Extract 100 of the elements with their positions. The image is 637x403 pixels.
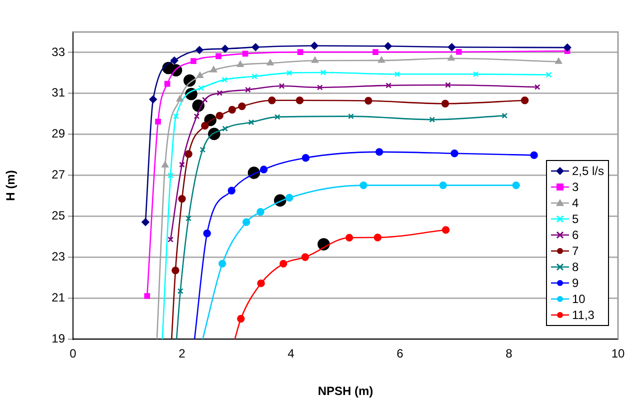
point	[252, 74, 258, 80]
point	[345, 234, 354, 242]
point	[520, 96, 529, 104]
point	[372, 49, 378, 55]
point	[236, 60, 244, 67]
point	[228, 106, 236, 114]
point	[257, 279, 265, 288]
point	[216, 53, 222, 60]
y-tick-label: 25	[52, 208, 66, 223]
legend-label: 8	[572, 260, 579, 274]
point	[555, 58, 562, 64]
point	[142, 218, 150, 226]
point	[252, 43, 260, 51]
point	[179, 162, 185, 168]
point	[221, 44, 229, 53]
point	[198, 85, 204, 91]
x-axis-title: NPSH (m)	[318, 384, 374, 398]
point	[177, 288, 184, 294]
point	[222, 126, 228, 132]
legend-label: 7	[572, 244, 579, 258]
point	[164, 80, 170, 87]
point	[278, 83, 285, 89]
point	[178, 194, 186, 203]
point	[173, 113, 179, 120]
y-tick-label: 33	[52, 44, 66, 59]
x-tick-label: 0	[70, 346, 77, 361]
point	[194, 113, 200, 120]
point	[445, 82, 451, 88]
point	[210, 66, 218, 72]
point	[530, 151, 538, 160]
point	[242, 218, 250, 226]
legend-label: 5	[572, 212, 579, 226]
point	[248, 119, 254, 126]
point	[155, 118, 161, 125]
legend-label: 3	[572, 180, 579, 194]
point	[348, 113, 354, 120]
point	[280, 260, 288, 268]
point	[162, 161, 169, 168]
point	[222, 76, 228, 83]
point	[429, 116, 436, 123]
point	[439, 181, 447, 190]
y-axis-title: H (m)	[4, 170, 18, 201]
y-tick-label: 21	[52, 290, 66, 304]
x-tick-label: 4	[288, 346, 295, 361]
point	[203, 230, 211, 238]
point	[238, 102, 246, 110]
point	[316, 84, 323, 90]
x-tick-label: 6	[396, 346, 404, 361]
point	[190, 58, 196, 64]
point	[312, 56, 318, 63]
point	[448, 54, 455, 61]
point	[448, 43, 456, 51]
point	[302, 154, 310, 162]
point	[170, 56, 178, 64]
legend-label: 2,5 l/s	[572, 164, 604, 178]
legend-label: 10	[572, 292, 586, 306]
y-tick-label: 23	[52, 249, 66, 264]
legend-label: 4	[572, 196, 579, 210]
point	[450, 150, 458, 158]
legend-label: 9	[572, 276, 579, 290]
point	[301, 253, 310, 261]
x-tick-label: 2	[178, 346, 186, 361]
point	[172, 266, 180, 274]
point	[200, 146, 206, 153]
point	[384, 42, 392, 50]
point	[442, 226, 450, 234]
point	[374, 234, 382, 242]
point	[563, 44, 572, 52]
point	[218, 260, 226, 268]
point	[296, 96, 304, 104]
point	[394, 71, 400, 78]
point	[386, 82, 392, 88]
point	[364, 96, 372, 105]
point	[472, 71, 479, 78]
point	[201, 122, 209, 130]
point	[310, 42, 318, 50]
x-tick-label: 10	[611, 346, 625, 361]
x-tick-label: 8	[506, 346, 513, 361]
y-tick-label: 19	[52, 331, 66, 346]
point	[375, 148, 384, 156]
point	[184, 150, 192, 158]
point	[286, 194, 294, 202]
point	[144, 293, 150, 299]
point	[320, 70, 326, 76]
point	[286, 70, 292, 76]
legend-label: 6	[572, 228, 579, 242]
point	[245, 86, 251, 93]
point	[441, 100, 450, 108]
point	[260, 166, 268, 174]
point	[512, 181, 520, 190]
point	[266, 59, 274, 66]
point	[196, 46, 204, 54]
legend-label: 11,3	[572, 308, 594, 322]
point	[456, 48, 462, 55]
point	[176, 95, 184, 102]
point	[202, 96, 208, 103]
point	[216, 112, 224, 120]
point	[228, 186, 236, 194]
point	[256, 208, 264, 216]
point	[274, 114, 280, 120]
